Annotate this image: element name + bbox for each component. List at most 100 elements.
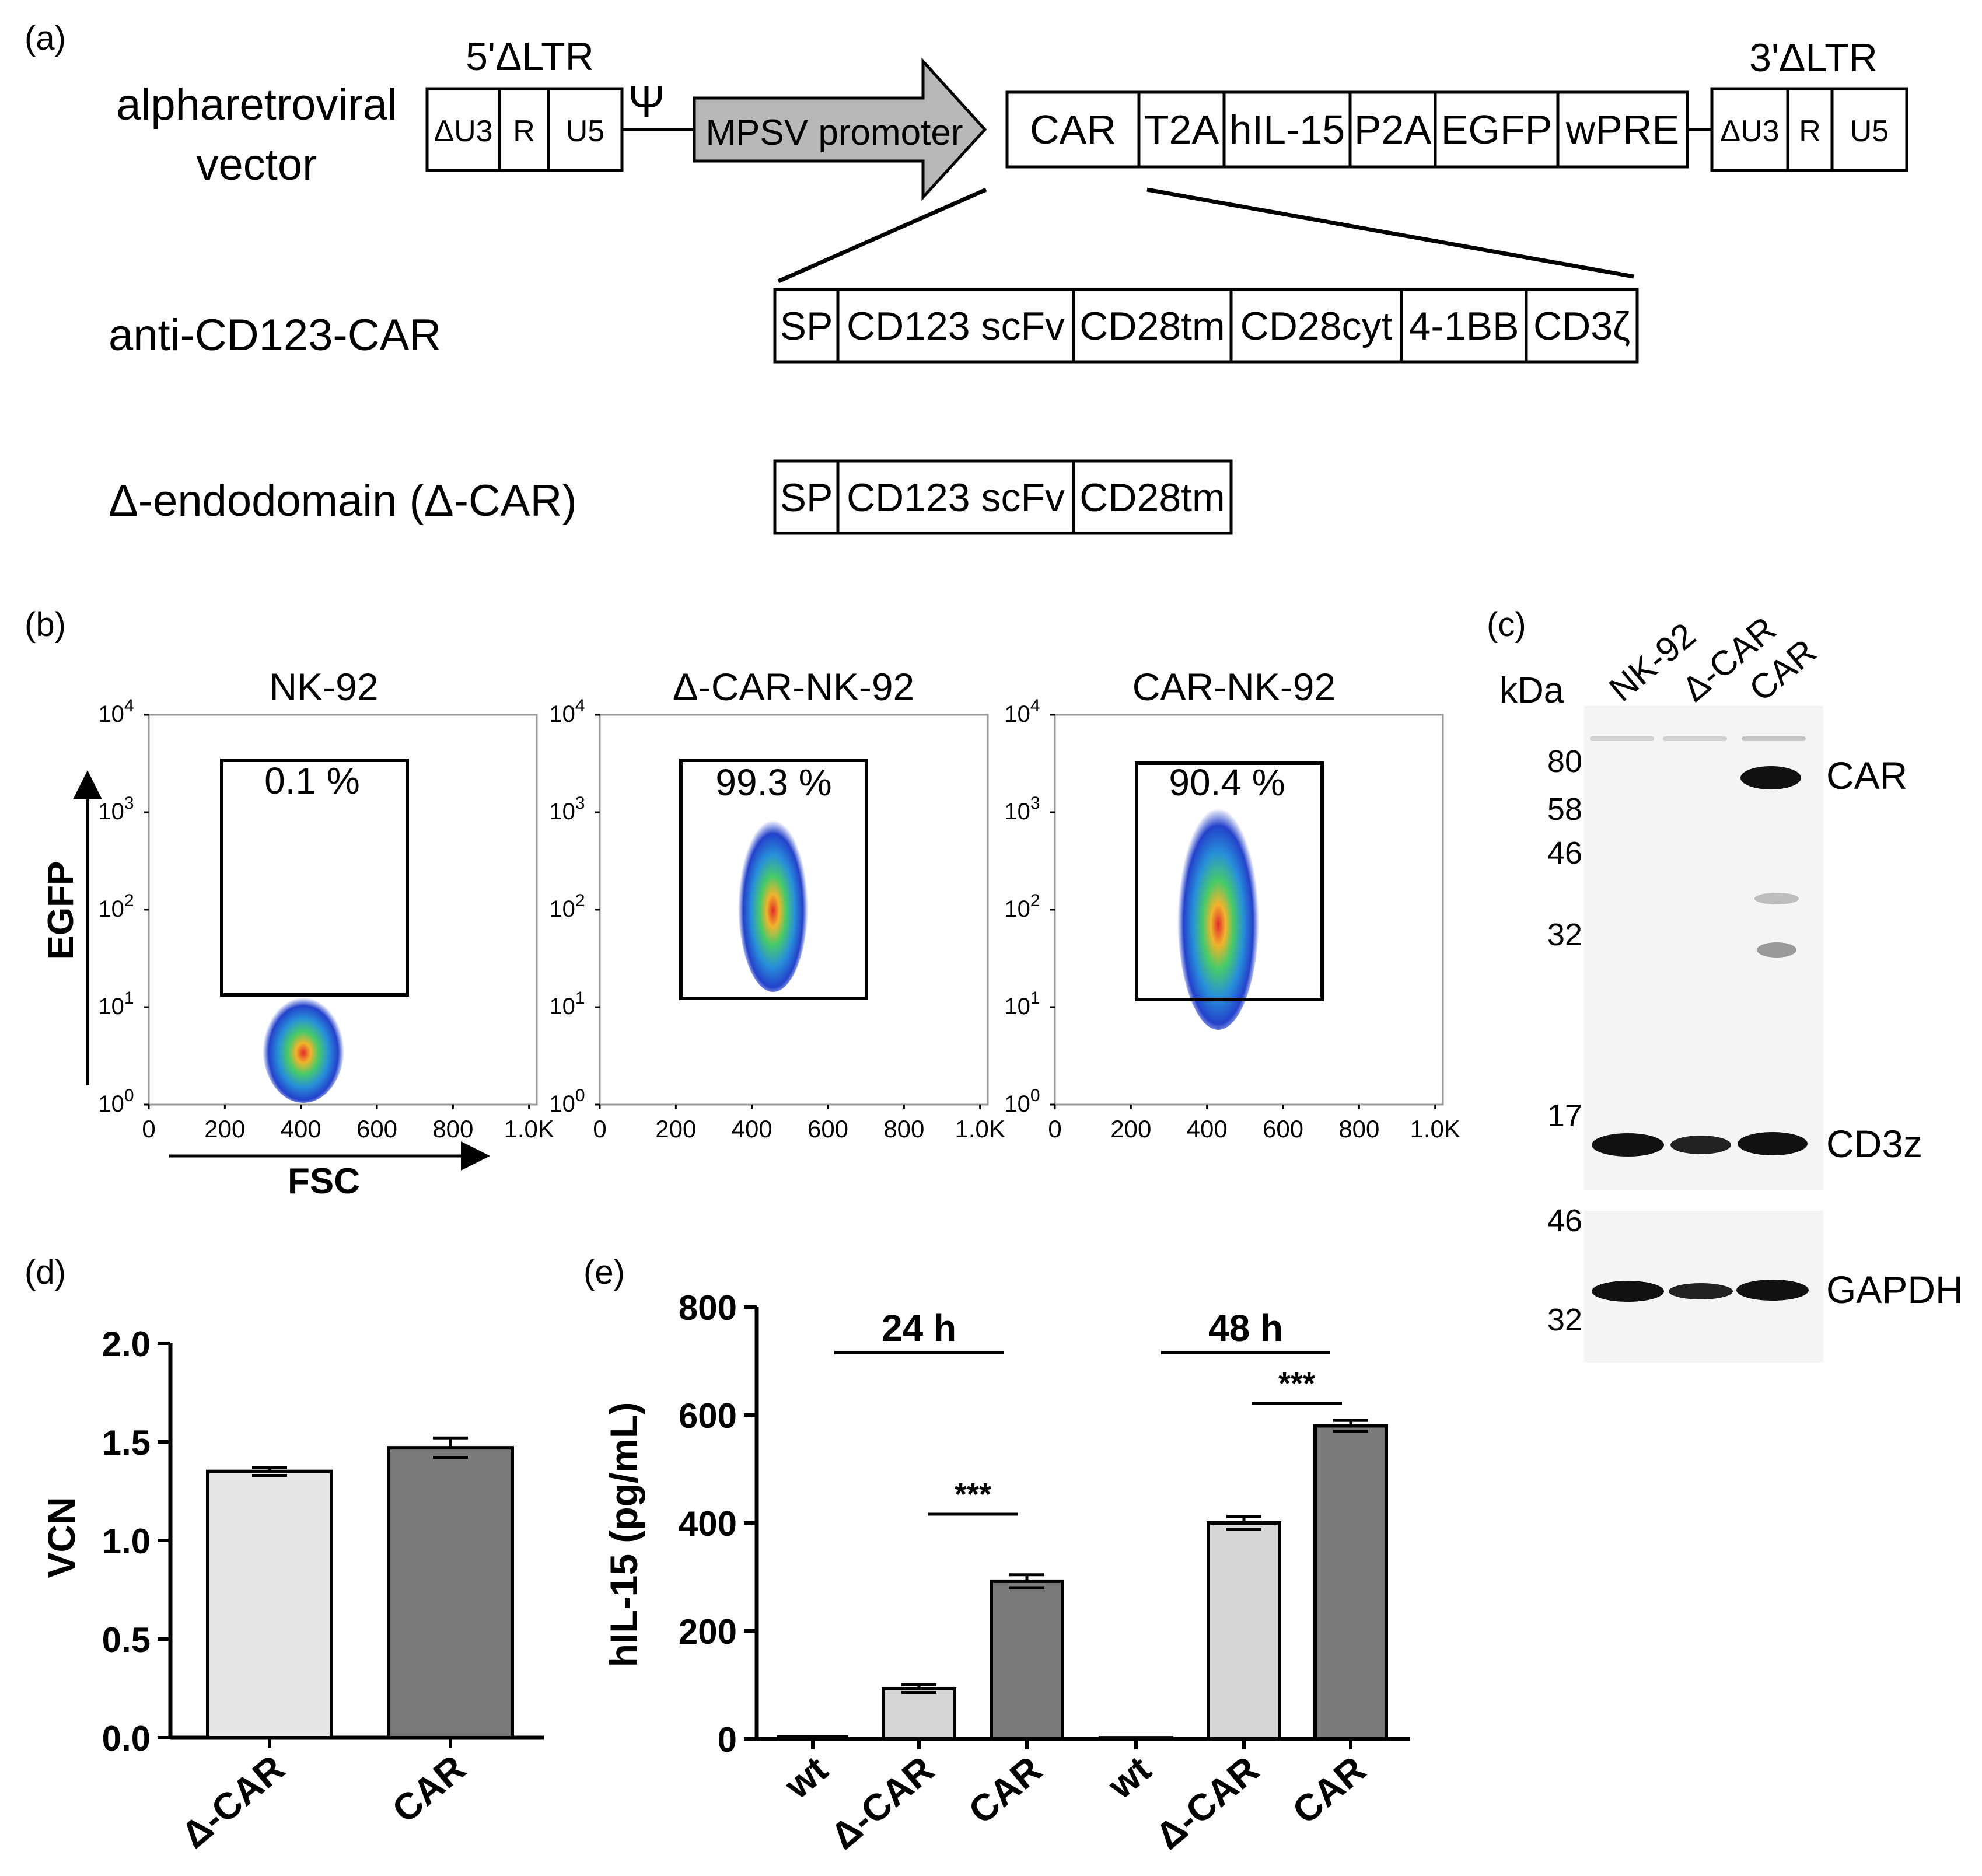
significance-marker: ***: [1278, 1366, 1315, 1401]
bar: [1207, 1521, 1281, 1741]
cell-population-density: [1177, 796, 1259, 1030]
cd3z-band-nk92: [1592, 1133, 1664, 1157]
x-tick-label: CAR: [961, 1748, 1050, 1832]
y-tick-label: 103: [98, 794, 134, 825]
x-tick-label: wt: [1099, 1748, 1159, 1807]
zoom-line-right: [1146, 187, 1634, 279]
x-tick-label: 800: [432, 1115, 473, 1143]
cd3z-band-car: [1738, 1132, 1808, 1155]
x-tick-label: 600: [808, 1115, 848, 1143]
zoom-line-left: [777, 187, 987, 284]
gate-percent: 0.1 %: [264, 760, 360, 802]
bar: [1313, 1424, 1388, 1741]
promoter-label: MPSV promoter: [705, 113, 963, 153]
psi-symbol: Ψ: [628, 77, 665, 127]
y-tick-label: 1.0: [102, 1522, 151, 1561]
car-domain-cd3z: CD3ζ: [1533, 304, 1630, 348]
ltr5-u5: U5: [566, 114, 604, 148]
ltr5-r: R: [513, 114, 535, 148]
x-tick-label: 600: [1263, 1115, 1303, 1143]
flow-plot-dcar-nk92: Δ-CAR-NK-92 99.3 %: [599, 665, 989, 1106]
marker-17: 17: [1547, 1098, 1582, 1133]
hil15-axis-label: hIL-15 (pg/mL): [602, 1402, 645, 1668]
marker-32-bottom: 32: [1547, 1302, 1582, 1337]
vector-label-line2: vector: [197, 140, 317, 190]
faint-band: [1590, 736, 1654, 741]
cell-population-density: [263, 992, 344, 1103]
flow-plot-nk92: NK-92 0.1 %: [148, 665, 538, 1106]
marker-32: 32: [1547, 917, 1582, 952]
y-tick-label: 104: [1004, 696, 1040, 727]
minor-band-2: [1757, 942, 1796, 958]
panel-a: (a) alpharetroviral vector 5'ΔLTR ΔU3 R …: [25, 19, 1908, 535]
gate-percent: 99.3 %: [715, 761, 831, 803]
car-band: [1740, 766, 1801, 789]
gapdh-band-car: [1736, 1280, 1809, 1301]
group-label: 48 h: [1208, 1307, 1283, 1349]
x-tick-label: 800: [883, 1115, 924, 1143]
panel-label-e: (e): [583, 1253, 625, 1291]
kda-label: kDa: [1499, 670, 1564, 711]
minor-band: [1754, 893, 1799, 904]
y-tick-label: 0: [718, 1720, 737, 1759]
y-tick-label: 1.5: [102, 1423, 151, 1462]
y-tick-label: 101: [549, 988, 585, 1019]
marker-80: 80: [1547, 744, 1582, 779]
panel-d: (d) VCN 0.0 0.5 1.0 1.5 2.0 Δ-CAR CAR: [25, 1253, 544, 1856]
panel-label-a: (a): [25, 19, 66, 57]
gapdh-band-nk92: [1592, 1281, 1664, 1302]
x-tick-label: Δ-CAR: [823, 1748, 942, 1858]
gate-box: [679, 759, 868, 1000]
x-tick-label: 1.0K: [504, 1115, 554, 1143]
flow-plot-title: NK-92: [269, 665, 378, 708]
x-tick-label: 600: [356, 1115, 397, 1143]
ltr5-block: ΔU3 R U5: [425, 87, 624, 172]
cell-population-density: [738, 811, 808, 992]
bar: [387, 1446, 514, 1739]
band-label-cd3z: CD3z: [1826, 1122, 1922, 1165]
y-tick-label: 100: [1004, 1086, 1040, 1117]
y-tick-label: 0.0: [102, 1719, 151, 1758]
marker-58: 58: [1547, 792, 1582, 827]
dcar-domain-cd28tm: CD28tm: [1079, 476, 1225, 520]
cassette-wpre: wPRE: [1565, 107, 1679, 152]
cassette-egfp: EGFP: [1441, 107, 1553, 152]
flow-plot-car-nk92: CAR-NK-92 90.4 %: [1054, 665, 1444, 1106]
x-tick-label: Δ-CAR: [1148, 1748, 1267, 1858]
dcar-domain-sp: SP: [780, 476, 833, 520]
panel-label-c: (c): [1487, 606, 1526, 644]
dcar-domain-scfv: CD123 scFv: [847, 476, 1065, 520]
ltr5-u3: ΔU3: [434, 114, 492, 148]
ltr3-title: 3'ΔLTR: [1749, 36, 1878, 80]
faint-band-3: [1742, 736, 1806, 741]
x-tick-label: 0: [142, 1115, 155, 1143]
cd3z-band-dcar: [1670, 1136, 1731, 1154]
panel-label-d: (d): [25, 1253, 66, 1291]
x-tick-label: Δ-CAR: [173, 1747, 292, 1857]
marker-46-bottom: 46: [1547, 1203, 1582, 1238]
promoter-arrow: [693, 57, 987, 201]
bar: [990, 1579, 1064, 1741]
band-label-gapdh: GAPDH: [1826, 1268, 1963, 1311]
y-tick-label: 0.5: [102, 1620, 151, 1660]
cassette-hil15: hIL-15: [1229, 107, 1345, 152]
x-tick-label: 200: [204, 1115, 245, 1143]
ltr5-title: 5'ΔLTR: [466, 34, 594, 79]
egfp-axis-label: EGFP: [41, 861, 81, 960]
fsc-axis-label: FSC: [288, 1161, 360, 1201]
ltr3-u5: U5: [1850, 114, 1889, 148]
bar: [206, 1469, 333, 1739]
car-domain-cd28cyt: CD28cyt: [1240, 304, 1393, 348]
flow-plot-title: CAR-NK-92: [1132, 665, 1336, 708]
x-tick-label: 1.0K: [955, 1115, 1005, 1143]
y-tick-label: 102: [98, 891, 134, 922]
y-tick-label: 103: [549, 794, 585, 825]
y-tick-label: 100: [549, 1086, 585, 1117]
y-tick-label: 2.0: [102, 1325, 151, 1364]
vcn-axis-label: VCN: [40, 1497, 83, 1578]
group-label: 24 h: [882, 1307, 956, 1349]
bar: [882, 1686, 956, 1741]
flow-axes: 104 103 102 101 100 0 200 400 600 800 1.0K 104 103 10…: [98, 696, 1460, 1143]
